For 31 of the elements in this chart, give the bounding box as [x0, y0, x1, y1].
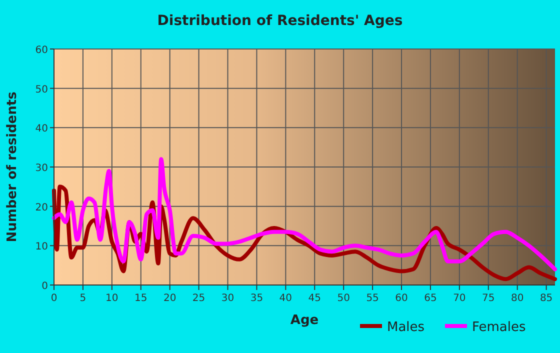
x-tick-label: 20: [163, 293, 176, 304]
x-tick-label: 5: [80, 293, 86, 304]
chart-title: Distribution of Residents' Ages: [157, 13, 403, 29]
x-tick-label: 60: [395, 293, 408, 304]
x-tick-label: 80: [510, 293, 524, 304]
x-tick-label: 65: [424, 293, 437, 304]
x-axis-title: Age: [290, 313, 319, 328]
x-tick-label: 70: [453, 293, 466, 304]
line-series: [52, 157, 557, 272]
x-tick-label: 75: [482, 293, 495, 304]
y-tick-label: 60: [35, 45, 48, 56]
y-tick-label: 10: [35, 242, 48, 253]
y-axis-title: Number of residents: [5, 91, 20, 242]
x-tick-label: 0: [50, 293, 58, 304]
legend-label: Males: [387, 320, 425, 335]
x-tick-label: 10: [106, 293, 118, 304]
y-tick-label: 0: [42, 281, 48, 292]
x-tick-label: 45: [308, 293, 322, 304]
y-tick-label: 30: [35, 163, 48, 174]
x-tick-label: 85: [540, 293, 553, 304]
y-tick-label: 50: [35, 84, 48, 96]
legend-label: Females: [472, 320, 526, 335]
x-tick-label: 55: [366, 293, 379, 304]
y-tick-label: 20: [35, 202, 48, 214]
x-tick-label: 15: [134, 293, 148, 304]
x-tick-label: 50: [337, 293, 350, 304]
x-tick-label: 40: [279, 293, 292, 304]
x-tick-label: 35: [250, 293, 264, 304]
y-tick-label: 40: [35, 124, 48, 135]
x-tick-label: 25: [192, 293, 206, 304]
x-tick-label: 30: [221, 293, 234, 304]
